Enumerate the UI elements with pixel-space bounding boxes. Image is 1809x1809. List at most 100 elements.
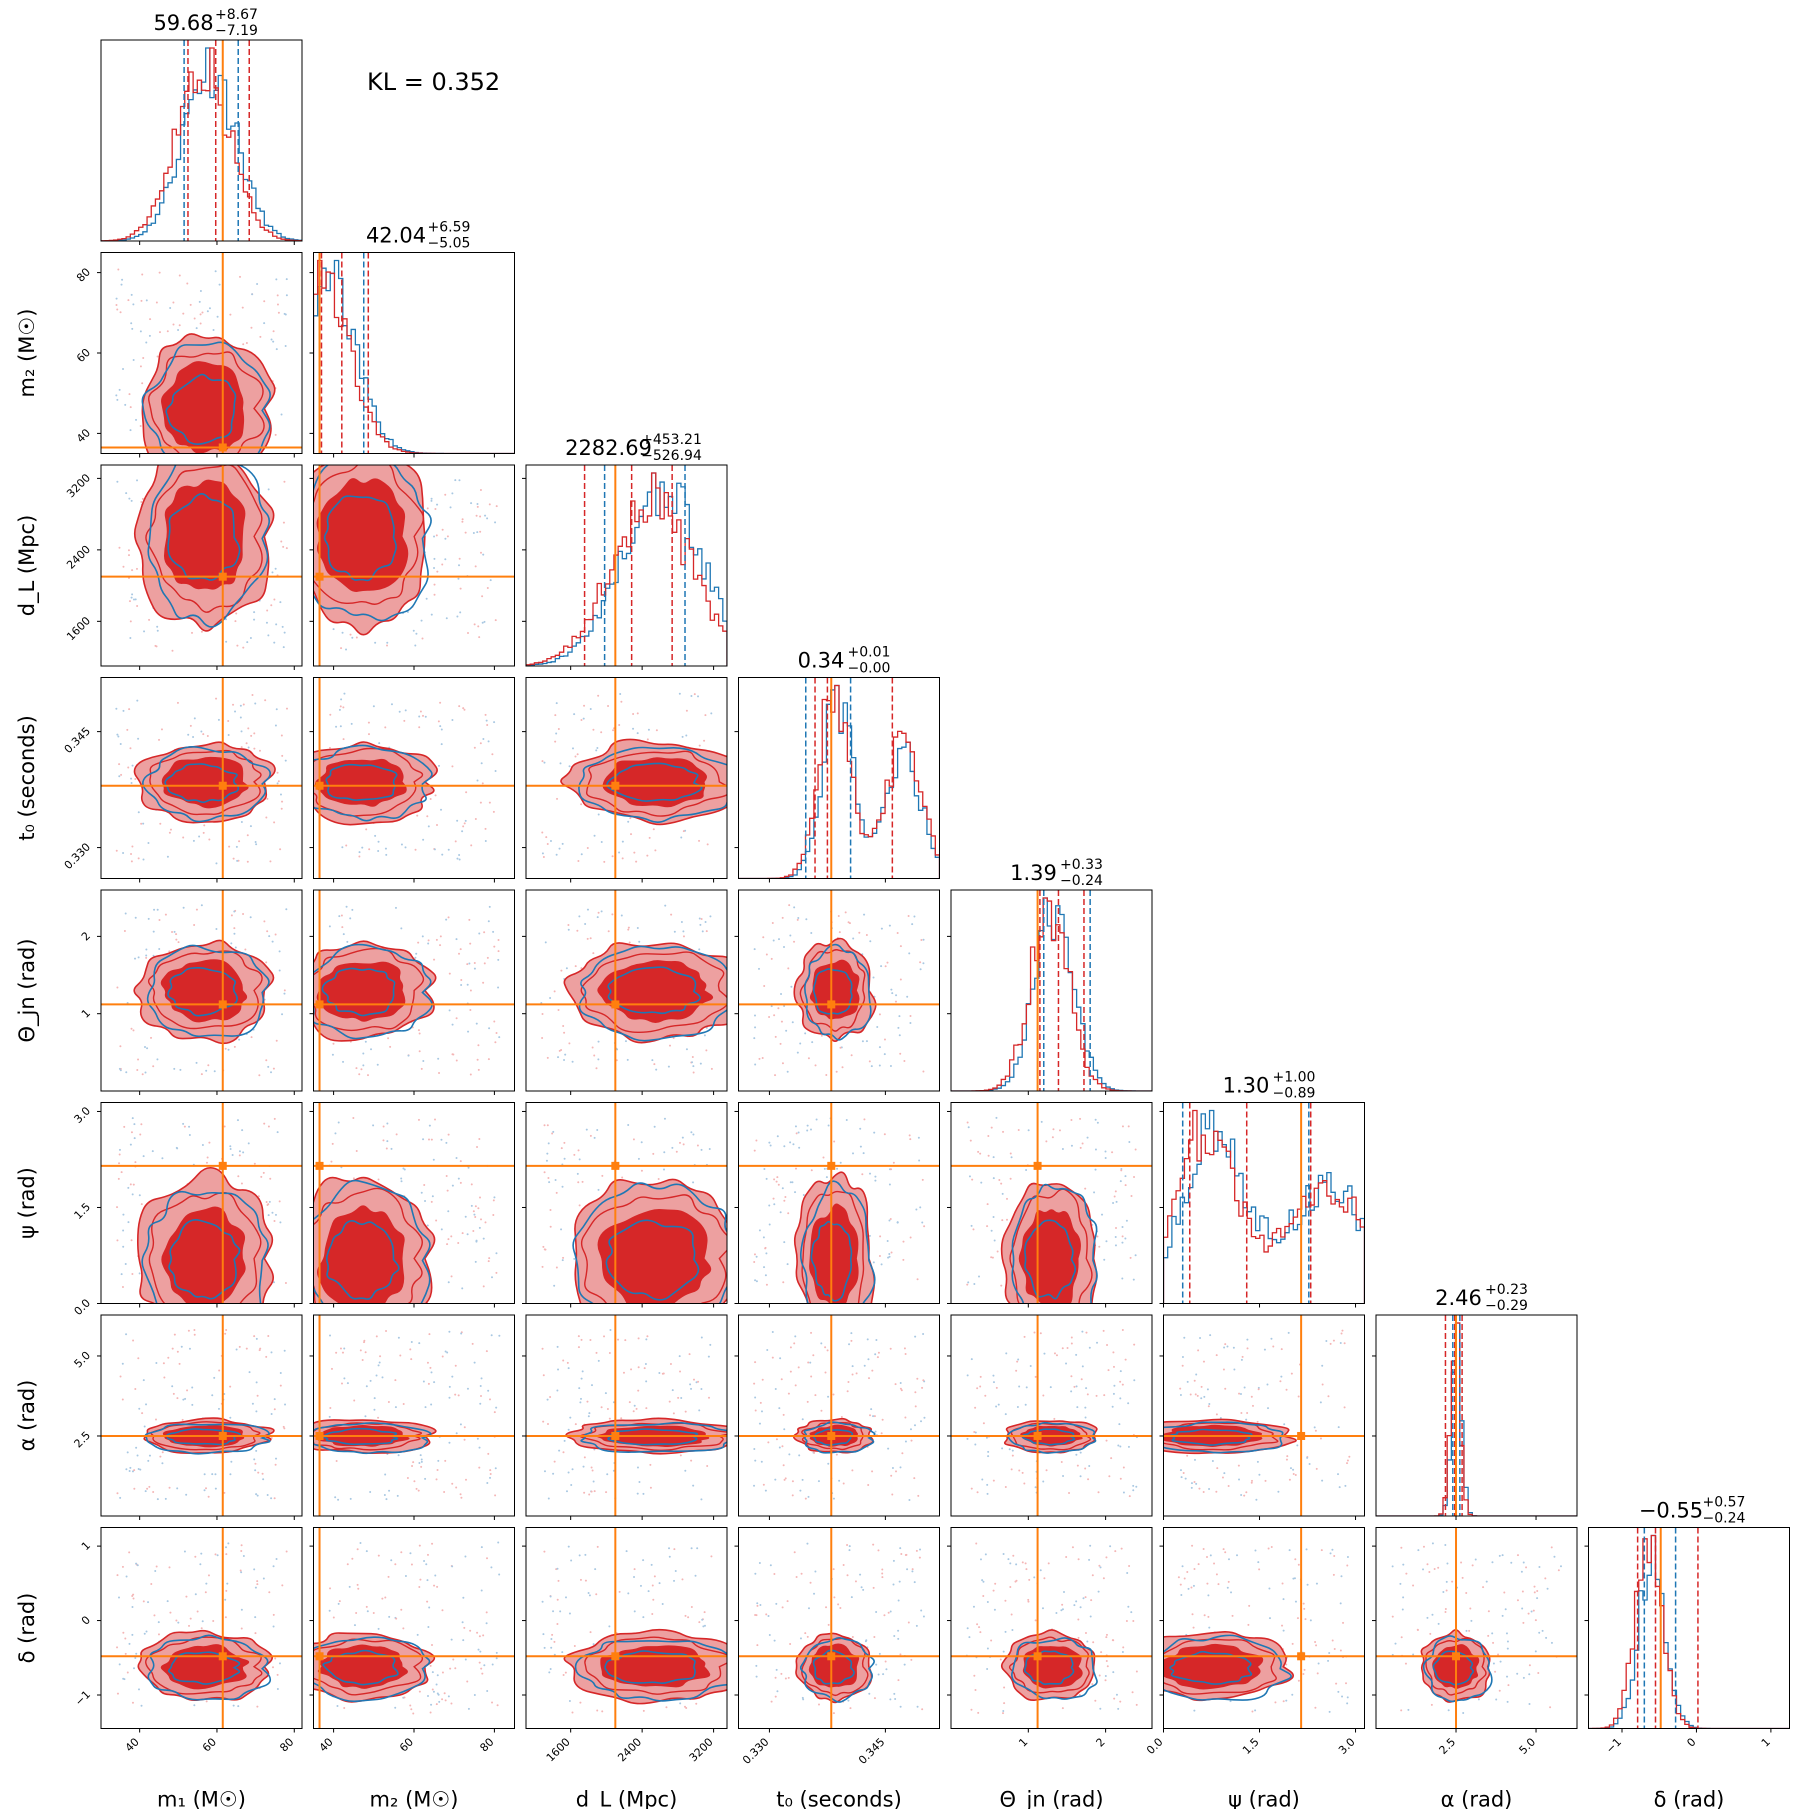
sample-point <box>695 1381 698 1384</box>
sample-point <box>596 747 599 750</box>
sample-point <box>128 497 131 500</box>
sample-point <box>283 1427 286 1430</box>
sample-point <box>485 1350 488 1353</box>
sample-point <box>895 994 898 997</box>
sample-point <box>341 1351 344 1354</box>
sample-point <box>633 1575 636 1578</box>
sample-point <box>255 1493 258 1496</box>
sample-point <box>444 1459 447 1462</box>
sample-point <box>822 1156 825 1159</box>
y-tick-label: 3200 <box>64 471 93 500</box>
sample-point <box>176 1397 179 1400</box>
sample-point <box>339 705 342 708</box>
sample-point <box>601 1710 604 1713</box>
sample-point <box>581 1370 584 1373</box>
truth-marker <box>827 1652 836 1661</box>
sample-point <box>992 1216 995 1219</box>
sample-point <box>643 1367 646 1370</box>
sample-point <box>1070 1119 1073 1122</box>
sample-point <box>838 1479 841 1482</box>
contour-inner <box>597 1209 712 1304</box>
sample-point <box>1105 1633 1108 1636</box>
sample-point <box>868 1692 871 1695</box>
sample-point <box>168 1486 171 1489</box>
sample-point <box>402 1627 405 1630</box>
sample-point <box>233 932 236 935</box>
sample-point <box>899 978 902 981</box>
sample-point <box>488 1027 491 1030</box>
sample-point <box>378 742 381 745</box>
sample-point <box>366 1610 369 1613</box>
sample-point <box>281 1013 284 1016</box>
sample-point <box>801 1696 804 1699</box>
sample-point <box>584 1553 587 1556</box>
sample-point <box>474 817 477 820</box>
sample-point <box>638 1480 641 1483</box>
sample-point <box>784 1477 787 1480</box>
sample-point <box>437 764 440 767</box>
panel-frame <box>1163 1527 1365 1729</box>
sample-point <box>494 769 497 772</box>
sample-point <box>278 1200 281 1203</box>
sample-point <box>129 747 132 750</box>
sample-point <box>1315 1644 1318 1647</box>
sample-point <box>596 1128 599 1131</box>
sample-point <box>272 1625 275 1628</box>
sample-point <box>898 1034 901 1037</box>
sample-point <box>377 1627 380 1630</box>
sample-point <box>553 1284 556 1287</box>
sample-point <box>986 1647 989 1650</box>
sample-point <box>445 617 448 620</box>
sample-point <box>987 1154 990 1157</box>
sample-point <box>199 313 202 316</box>
sample-point <box>1279 1380 1282 1383</box>
sample-point <box>346 940 349 943</box>
sample-point <box>395 1617 398 1620</box>
sample-point <box>166 1600 169 1603</box>
sample-point <box>1209 1554 1212 1557</box>
sample-point <box>240 1549 243 1552</box>
contour-psi-vs-alpha <box>1163 1314 1365 1517</box>
sample-point <box>1325 1339 1328 1342</box>
sample-point <box>267 1065 270 1068</box>
sample-point <box>430 1403 433 1406</box>
sample-point <box>152 1490 155 1493</box>
sample-point <box>544 941 547 944</box>
sample-point <box>469 1629 472 1632</box>
sample-point <box>781 1062 784 1065</box>
sample-point <box>385 1330 388 1333</box>
sample-point <box>877 1351 880 1354</box>
panel-frame <box>100 1527 303 1729</box>
sample-point <box>487 1452 490 1455</box>
sample-point <box>417 1029 420 1032</box>
sample-point <box>239 716 242 719</box>
sample-point <box>1474 1558 1477 1561</box>
sample-point <box>916 1377 919 1380</box>
sample-point <box>1010 1156 1013 1159</box>
sample-point <box>966 1121 969 1124</box>
sample-point <box>279 1221 282 1224</box>
sample-point <box>230 942 233 945</box>
sample-point <box>1027 1600 1030 1603</box>
sample-point <box>1487 1610 1490 1613</box>
contour-blue-outer <box>572 1182 727 1304</box>
sample-point <box>640 1141 643 1144</box>
sample-point <box>461 830 464 833</box>
sample-point <box>1024 1403 1027 1406</box>
sample-point <box>919 1548 922 1551</box>
sample-point <box>460 984 463 987</box>
parameter-estimate-title: 1.30 <box>1223 1074 1270 1098</box>
sample-point <box>764 1274 767 1277</box>
sample-point <box>157 1621 160 1624</box>
sample-point <box>783 1004 786 1007</box>
sample-point <box>879 1235 882 1238</box>
sample-point <box>421 714 424 717</box>
sample-point <box>161 1451 164 1454</box>
sample-point <box>984 1553 987 1556</box>
sample-point <box>679 1454 682 1457</box>
sample-point <box>597 911 600 914</box>
sample-point <box>242 646 245 649</box>
sample-point <box>541 1036 544 1039</box>
sample-point <box>1016 1360 1019 1363</box>
